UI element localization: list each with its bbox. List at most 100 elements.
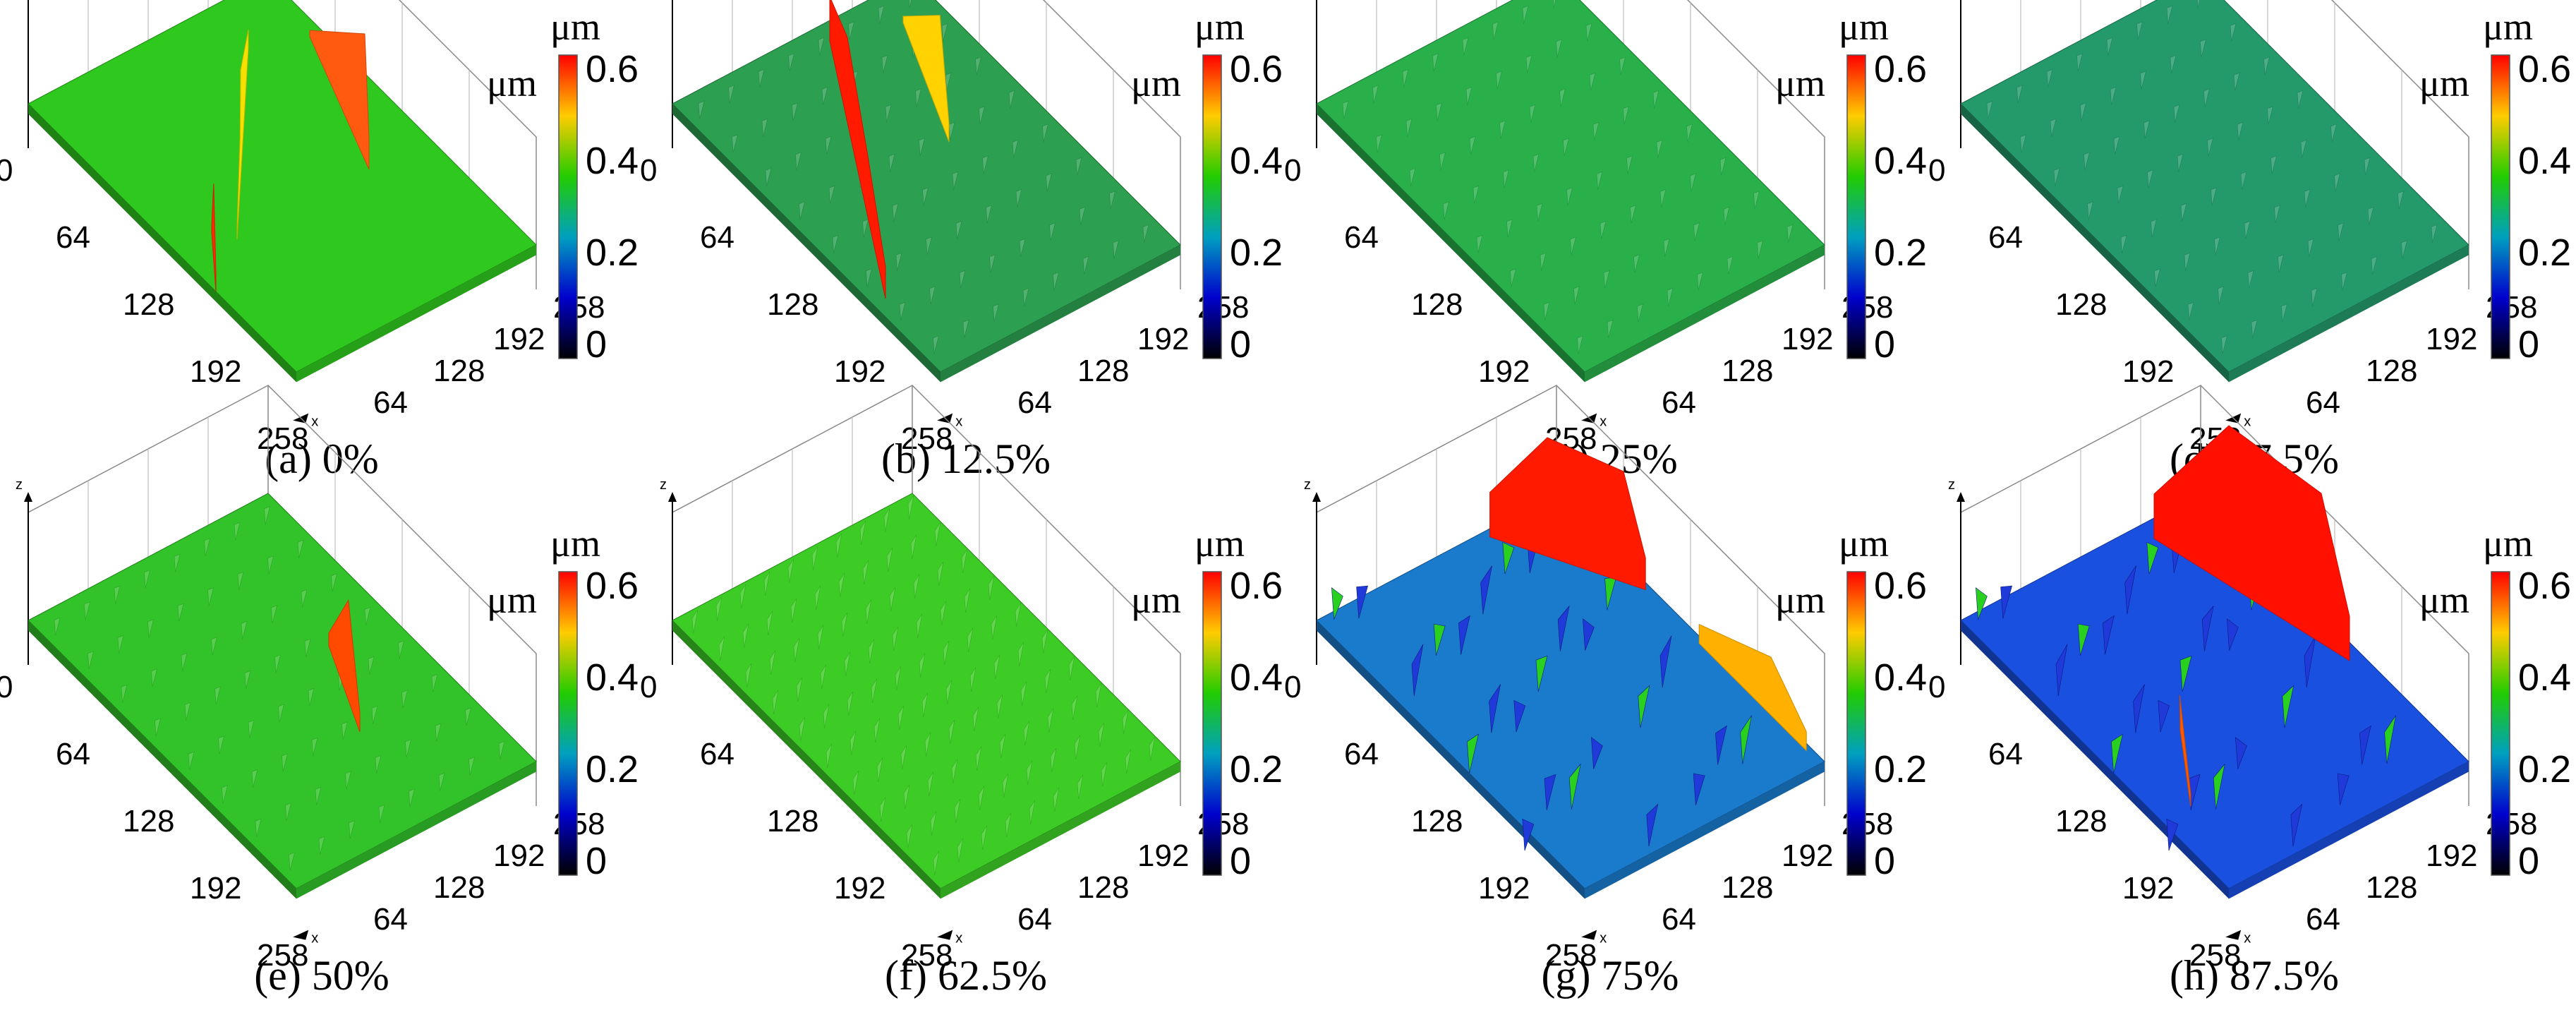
x-axis-letter: x — [311, 931, 318, 946]
left-axis-tick: 258 — [2189, 938, 2241, 973]
colorbar-tick: 0.4 — [586, 140, 639, 182]
surface-bump — [2263, 56, 2270, 76]
surface-skirt — [28, 620, 296, 899]
surface-bump — [147, 619, 154, 638]
surface-bump — [375, 755, 382, 774]
colorbar-tick: 0.6 — [1874, 48, 1927, 90]
surface-bump — [2000, 585, 2013, 619]
surface-panel-8: z 0 64 128 192 258 64 128 192 258 x μm μm 0.6 0.4 0… — [1928, 385, 2576, 1033]
surface-bump — [2103, 615, 2115, 655]
surface-bump — [1074, 735, 1081, 760]
surface-bump — [1559, 88, 1566, 107]
surface-bump — [1053, 787, 1060, 812]
surface-skirt — [1585, 245, 1825, 383]
surface-bump — [2278, 254, 2284, 273]
surface-bump — [1443, 201, 1449, 220]
surface-bump — [2173, 104, 2180, 123]
surface-bump — [900, 745, 907, 770]
colorbar: μm μm 0.6 0.4 0.2 0 — [1131, 6, 1283, 366]
surface-bump — [364, 606, 371, 625]
surface-bump — [2334, 173, 2340, 192]
surface-bump — [1005, 812, 1012, 838]
surface-bump — [1047, 708, 1054, 733]
colorbar-tick: 0.2 — [1874, 748, 1927, 790]
right-axis-tick: 128 — [1722, 870, 1773, 905]
colorbar-tick: 0.4 — [1230, 140, 1283, 182]
panel-caption: (e) 50% — [254, 952, 389, 999]
surface-ridge — [902, 15, 950, 143]
surface-bump — [1433, 623, 1446, 656]
surface-bump — [2201, 606, 2214, 651]
surface-plane — [672, 493, 1181, 889]
surface-bump — [1638, 685, 1650, 728]
surface-bump — [2270, 155, 2277, 174]
colorbar-ticks: 0.6 0.4 0.2 0 — [1874, 565, 1927, 882]
x-axis-letter: x — [1600, 414, 1607, 430]
surface-bump — [821, 86, 828, 105]
left-axis-tick: 192 — [190, 871, 241, 906]
surface-bump — [1489, 684, 1501, 733]
surface-bump — [2143, 120, 2150, 139]
surface-bump — [1719, 157, 1727, 176]
surface-bump — [999, 733, 1006, 759]
surface-bump — [868, 639, 875, 664]
surface-bump — [2307, 238, 2314, 257]
surface-bump — [2140, 71, 2146, 90]
surface-bump — [2147, 169, 2153, 188]
x-axis-letter: x — [1600, 931, 1607, 946]
surface-bump — [2267, 106, 2273, 125]
surface-bump — [1331, 587, 1343, 620]
surface-bump — [304, 638, 311, 657]
surface-skirt — [1585, 762, 1825, 899]
surface-bump — [910, 534, 917, 560]
surface-bump — [405, 739, 411, 758]
surface-bump — [993, 303, 999, 323]
surface-bump — [1473, 185, 1480, 204]
surface-bump — [1017, 642, 1024, 667]
surface-bump — [1583, 618, 1595, 651]
surface-bump — [2281, 303, 2287, 323]
z-axis-letter: z — [1948, 477, 1955, 493]
left-axis-tick: 128 — [1411, 804, 1463, 838]
surface-bump — [1002, 773, 1009, 798]
surface-bump — [2016, 85, 2023, 104]
surface-bump — [1667, 287, 1674, 306]
colorbar-tick: 0.6 — [1230, 565, 1283, 607]
surface-bump — [431, 673, 438, 692]
surface-bump — [114, 585, 121, 604]
surface-bump — [715, 596, 722, 622]
surface-bump — [2124, 565, 2136, 615]
surface-bump — [1585, 23, 1592, 42]
surface-bump — [285, 802, 291, 822]
surface-bump — [341, 721, 348, 740]
surface-bump — [881, 54, 888, 73]
left-axis-tick: 64 — [1988, 737, 2023, 771]
surface-bump — [1095, 683, 1102, 708]
surface-bump — [1044, 668, 1051, 694]
surface-panel-5: z 0 64 128 192 258 64 128 192 258 x μm μm 0.6 0.4 0… — [0, 385, 643, 1033]
surface-bump — [795, 152, 802, 171]
left-axis-tick: 64 — [56, 220, 90, 255]
surface-bump — [282, 753, 288, 772]
surface-bump — [222, 785, 228, 804]
surface-bump — [952, 171, 959, 190]
surface-bump — [2077, 623, 2090, 656]
surface-unit-label: μm — [2419, 62, 2469, 104]
surface-bump — [2136, 21, 2143, 40]
surface-bump — [1462, 37, 1469, 56]
left-axis-tick: 64 — [1344, 737, 1379, 771]
surface-bump — [2180, 203, 2187, 222]
colorbar-tick: 0 — [2518, 840, 2539, 882]
surface-bump — [255, 818, 262, 837]
right-axis-tick: 192 — [493, 838, 545, 873]
surface-bump — [2247, 270, 2254, 289]
surface-bump — [1022, 287, 1029, 306]
surface-bump — [841, 612, 848, 637]
surface-bump — [951, 759, 958, 784]
surface-bump — [1656, 139, 1663, 158]
surface-bump — [922, 187, 929, 206]
colorbar-tick: 0 — [1874, 840, 1895, 882]
surface-panel-6: z 0 64 128 192 258 64 128 192 258 x μm μm 0.6 0.4 0… — [640, 385, 1288, 1033]
